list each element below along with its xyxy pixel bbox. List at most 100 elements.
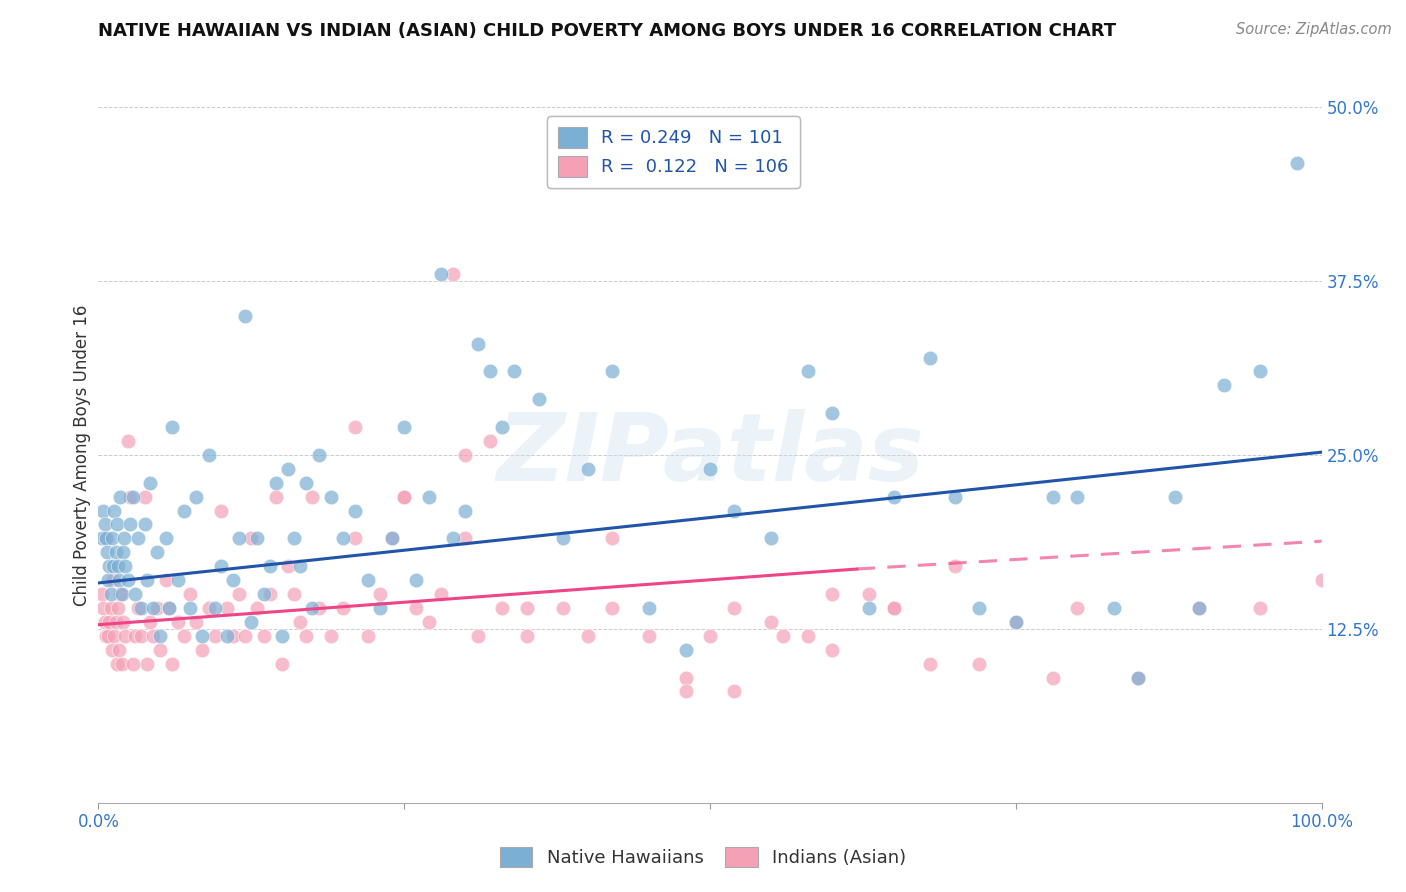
Point bbox=[101, 642, 124, 657]
Point bbox=[503, 364, 526, 378]
Point bbox=[111, 545, 134, 559]
Point bbox=[155, 573, 177, 587]
Point bbox=[1066, 601, 1088, 615]
Point bbox=[105, 517, 128, 532]
Point bbox=[761, 532, 783, 546]
Point bbox=[418, 615, 440, 629]
Point bbox=[797, 364, 820, 378]
Point bbox=[149, 629, 172, 643]
Point bbox=[264, 490, 287, 504]
Point bbox=[368, 587, 391, 601]
Point bbox=[467, 629, 489, 643]
Point bbox=[943, 559, 966, 574]
Point bbox=[104, 545, 127, 559]
Point bbox=[290, 615, 312, 629]
Legend: R = 0.249   N = 101, R =  0.122   N = 106: R = 0.249 N = 101, R = 0.122 N = 106 bbox=[547, 116, 800, 187]
Point bbox=[967, 657, 990, 671]
Point bbox=[91, 601, 114, 615]
Point bbox=[136, 657, 159, 671]
Point bbox=[392, 490, 416, 504]
Point bbox=[129, 629, 152, 643]
Point bbox=[478, 434, 501, 448]
Point bbox=[179, 587, 201, 601]
Point bbox=[344, 532, 367, 546]
Point bbox=[454, 448, 477, 462]
Point bbox=[146, 601, 169, 615]
Point bbox=[228, 587, 250, 601]
Point bbox=[246, 601, 269, 615]
Point bbox=[186, 490, 208, 504]
Point bbox=[430, 267, 453, 281]
Point bbox=[270, 629, 294, 643]
Point bbox=[454, 532, 477, 546]
Point bbox=[142, 601, 165, 615]
Point bbox=[1004, 615, 1026, 629]
Point bbox=[290, 559, 312, 574]
Point bbox=[215, 601, 238, 615]
Point bbox=[197, 601, 219, 615]
Point bbox=[1249, 601, 1271, 615]
Point bbox=[332, 601, 354, 615]
Point bbox=[222, 573, 245, 587]
Point bbox=[186, 615, 208, 629]
Point bbox=[1066, 490, 1088, 504]
Point bbox=[204, 601, 226, 615]
Point bbox=[134, 517, 156, 532]
Point bbox=[103, 629, 125, 643]
Point bbox=[155, 532, 177, 546]
Point bbox=[392, 420, 416, 434]
Point bbox=[491, 601, 513, 615]
Point bbox=[121, 490, 143, 504]
Point bbox=[98, 615, 121, 629]
Point bbox=[167, 615, 190, 629]
Point bbox=[215, 629, 238, 643]
Point bbox=[699, 629, 721, 643]
Point bbox=[209, 503, 232, 517]
Point bbox=[120, 517, 142, 532]
Point bbox=[381, 532, 404, 546]
Point bbox=[527, 392, 550, 407]
Point bbox=[240, 615, 263, 629]
Point bbox=[94, 532, 117, 546]
Point bbox=[107, 559, 129, 574]
Point bbox=[576, 629, 599, 643]
Point bbox=[821, 642, 844, 657]
Point bbox=[191, 629, 214, 643]
Point bbox=[761, 615, 783, 629]
Point bbox=[515, 601, 537, 615]
Point bbox=[1188, 601, 1211, 615]
Point bbox=[252, 587, 274, 601]
Point bbox=[129, 601, 152, 615]
Point bbox=[491, 420, 513, 434]
Point bbox=[723, 503, 745, 517]
Point bbox=[139, 615, 162, 629]
Point bbox=[405, 573, 427, 587]
Point bbox=[344, 420, 367, 434]
Point bbox=[858, 587, 880, 601]
Point bbox=[430, 587, 453, 601]
Point bbox=[96, 545, 118, 559]
Point bbox=[1286, 155, 1309, 169]
Point bbox=[157, 601, 180, 615]
Point bbox=[114, 559, 136, 574]
Point bbox=[110, 490, 132, 504]
Point bbox=[93, 615, 115, 629]
Point bbox=[111, 657, 134, 671]
Point bbox=[883, 490, 905, 504]
Point bbox=[441, 267, 464, 281]
Point bbox=[301, 490, 323, 504]
Point bbox=[167, 573, 190, 587]
Point bbox=[381, 532, 404, 546]
Point bbox=[259, 587, 281, 601]
Point bbox=[105, 657, 128, 671]
Point bbox=[246, 532, 269, 546]
Point bbox=[675, 642, 697, 657]
Point bbox=[136, 573, 159, 587]
Point bbox=[93, 517, 115, 532]
Y-axis label: Child Poverty Among Boys Under 16: Child Poverty Among Boys Under 16 bbox=[73, 304, 91, 606]
Point bbox=[344, 503, 367, 517]
Point bbox=[553, 532, 575, 546]
Point bbox=[1128, 671, 1150, 685]
Point bbox=[797, 629, 820, 643]
Point bbox=[111, 615, 134, 629]
